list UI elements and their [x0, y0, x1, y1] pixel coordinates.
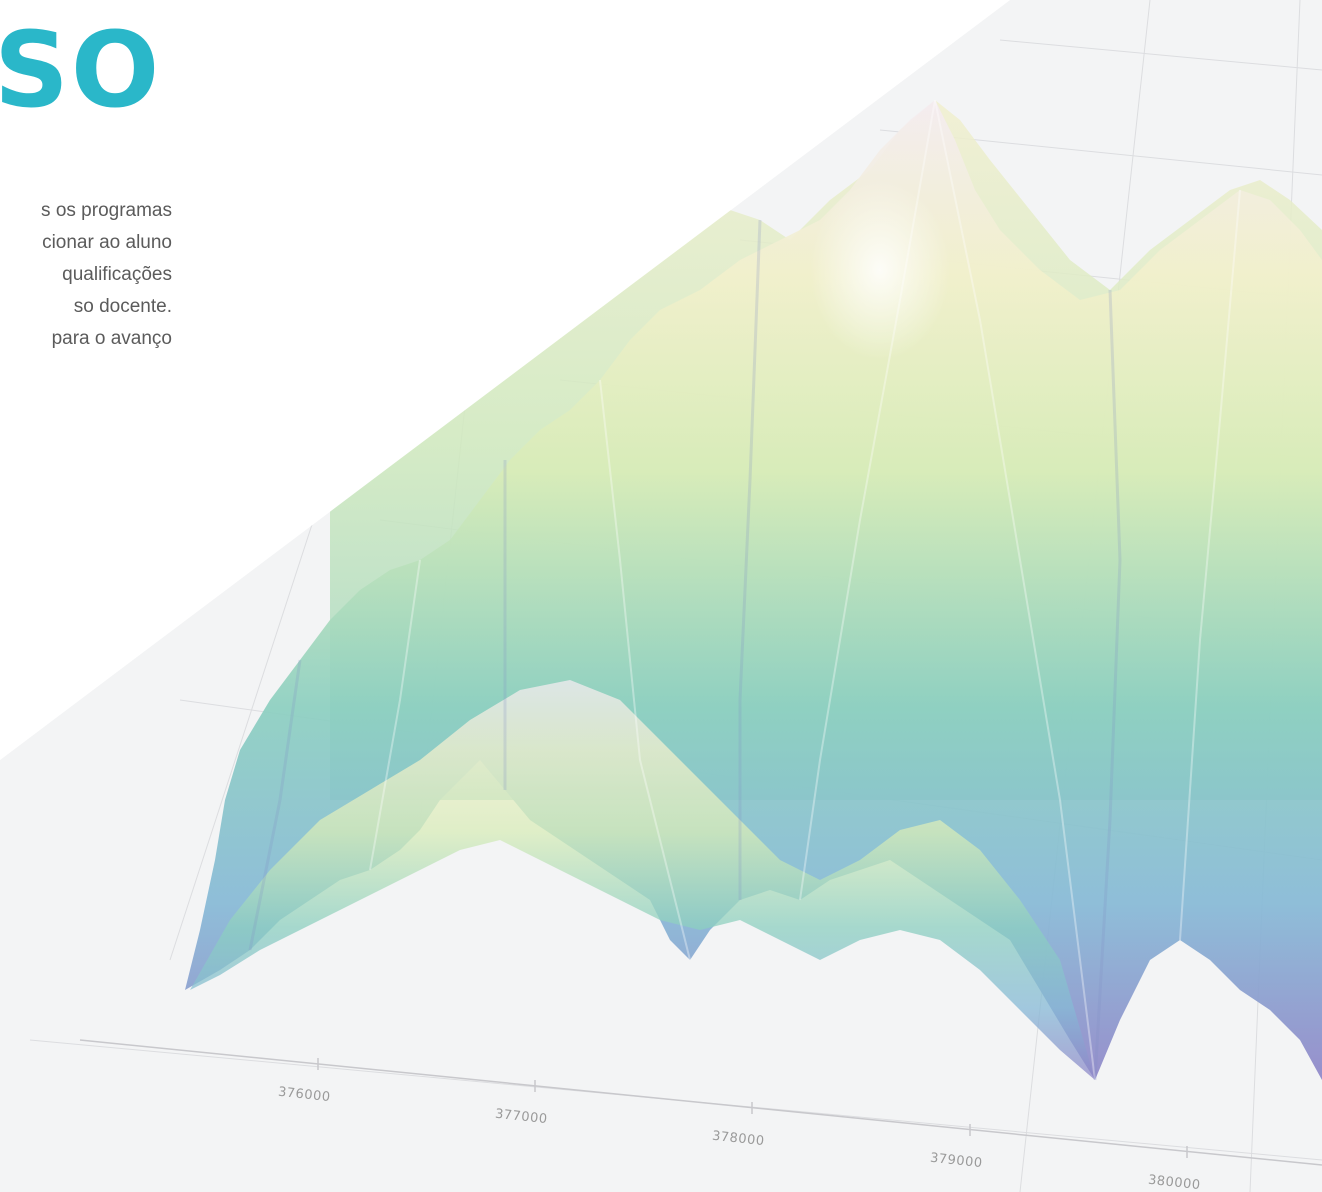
- tick-label: 378000: [711, 1129, 765, 1149]
- x-axis-line: [79, 1039, 1322, 1166]
- x-axis-ticks: [317, 1058, 1188, 1158]
- peak-highlight: [810, 180, 950, 360]
- paragraph-line: qualificações: [62, 264, 172, 285]
- paragraph-line: s os programas: [41, 200, 172, 221]
- terrain-main: [185, 100, 1322, 1080]
- terrain-valley-lines: [248, 219, 1122, 1081]
- tick-label: 377000: [494, 1107, 548, 1127]
- tick-label: 379000: [929, 1151, 983, 1171]
- x-axis-tick-labels: 376000 377000 378000 379000 380000: [277, 1085, 1201, 1192]
- body-paragraph: s os programas cionar ao aluno qualifica…: [0, 195, 172, 355]
- paragraph-line: cionar ao aluno: [42, 232, 172, 253]
- paragraph-line: para o avanço: [51, 328, 172, 349]
- white-diagonal-mask: [0, 0, 1010, 760]
- paragraph-line: so docente.: [73, 296, 172, 317]
- terrain-front-ridge: [190, 680, 1095, 1080]
- page-heading: SO: [0, 9, 162, 131]
- tick-label: 380000: [1147, 1173, 1201, 1192]
- tick-label: 376000: [277, 1085, 331, 1105]
